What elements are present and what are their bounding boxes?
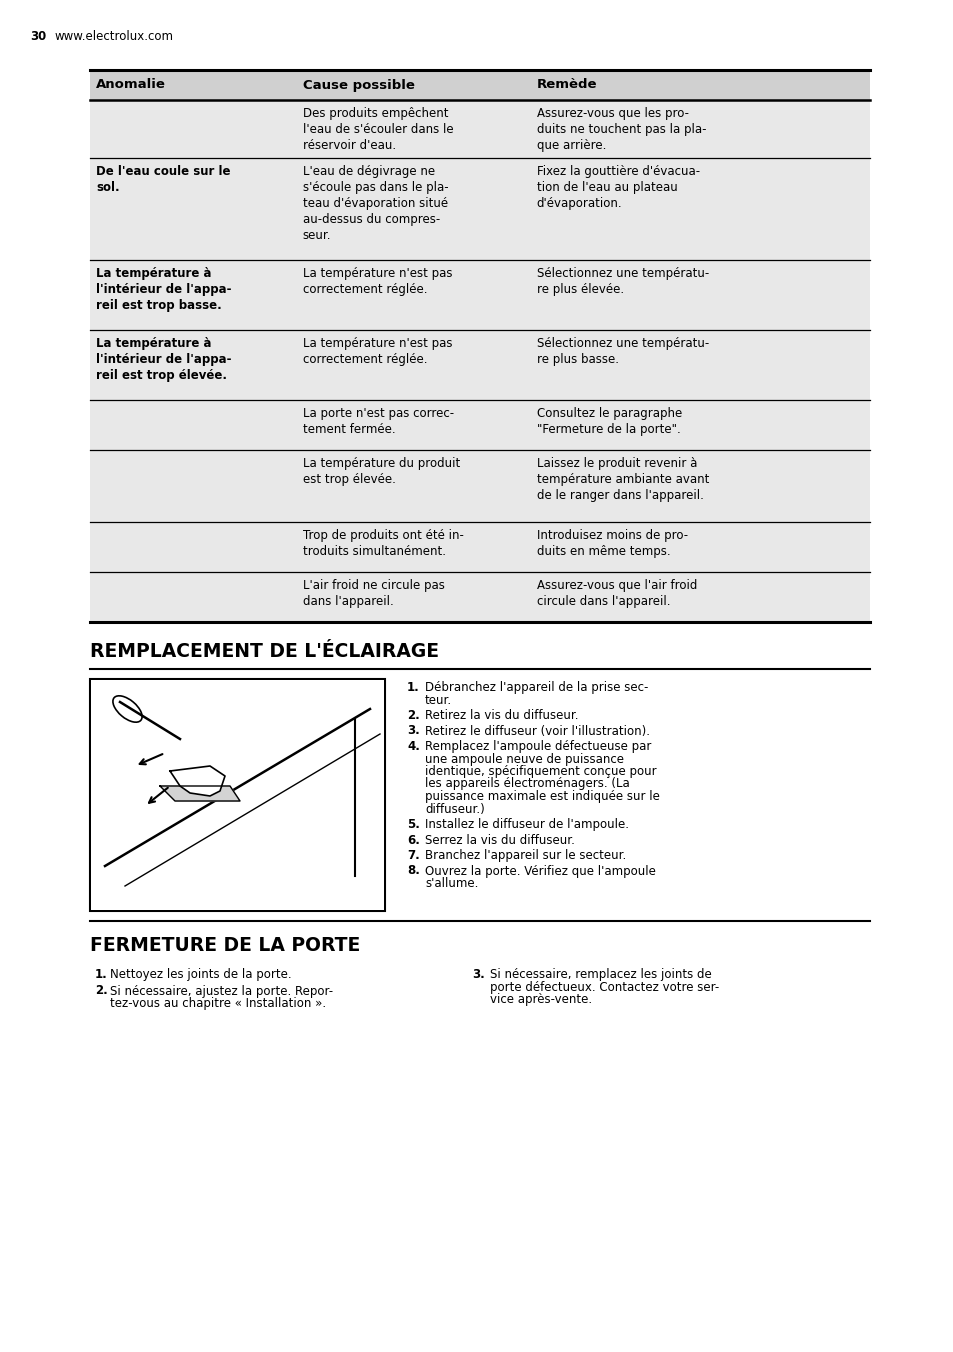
- Text: L'eau de dégivrage ne
s'écoule pas dans le pla-
teau d'évaporation situé
au-dess: L'eau de dégivrage ne s'écoule pas dans …: [302, 165, 448, 242]
- Bar: [90, 679, 385, 911]
- Text: 30: 30: [30, 30, 46, 43]
- Bar: [90, 522, 869, 572]
- Text: 2.: 2.: [407, 708, 419, 722]
- Text: porte défectueux. Contactez votre ser-: porte défectueux. Contactez votre ser-: [490, 980, 719, 994]
- Text: 4.: 4.: [407, 740, 419, 753]
- Text: 8.: 8.: [407, 864, 419, 877]
- Text: 7.: 7.: [407, 849, 419, 863]
- Text: Sélectionnez une températu-
re plus élevée.: Sélectionnez une températu- re plus élev…: [537, 266, 708, 296]
- Text: 3.: 3.: [407, 725, 419, 737]
- Text: Assurez-vous que les pro-
duits ne touchent pas la pla-
que arrière.: Assurez-vous que les pro- duits ne touch…: [537, 107, 705, 151]
- Text: Remplacez l'ampoule défectueuse par: Remplacez l'ampoule défectueuse par: [424, 740, 651, 753]
- Text: teur.: teur.: [424, 694, 452, 707]
- Text: Laissez le produit revenir à
température ambiante avant
de le ranger dans l'appa: Laissez le produit revenir à température…: [537, 457, 708, 502]
- Text: www.electrolux.com: www.electrolux.com: [55, 30, 173, 43]
- Text: 2.: 2.: [95, 984, 108, 998]
- Text: les appareils électroménagers. (La: les appareils électroménagers. (La: [424, 777, 629, 791]
- Text: tez-vous au chapitre « Installation ».: tez-vous au chapitre « Installation ».: [110, 996, 326, 1010]
- Text: Fixez la gouttière d'évacua-
tion de l'eau au plateau
d'évaporation.: Fixez la gouttière d'évacua- tion de l'e…: [537, 165, 700, 210]
- Text: Ouvrez la porte. Vérifiez que l'ampoule: Ouvrez la porte. Vérifiez que l'ampoule: [424, 864, 656, 877]
- Text: 1.: 1.: [95, 968, 108, 982]
- Ellipse shape: [112, 696, 142, 722]
- Text: s'allume.: s'allume.: [424, 877, 477, 890]
- Polygon shape: [160, 786, 240, 800]
- Text: Trop de produits ont été in-
troduits simultanément.: Trop de produits ont été in- troduits si…: [302, 529, 463, 558]
- Text: Nettoyez les joints de la porte.: Nettoyez les joints de la porte.: [110, 968, 292, 982]
- Text: REMPLACEMENT DE L'ÉCLAIRAGE: REMPLACEMENT DE L'ÉCLAIRAGE: [90, 642, 438, 661]
- Text: Cause possible: Cause possible: [302, 78, 415, 92]
- Text: La porte n'est pas correc-
tement fermée.: La porte n'est pas correc- tement fermée…: [302, 407, 454, 435]
- Text: Assurez-vous que l'air froid
circule dans l'appareil.: Assurez-vous que l'air froid circule dan…: [537, 579, 697, 608]
- Text: La température du produit
est trop élevée.: La température du produit est trop élevé…: [302, 457, 459, 485]
- Text: La température à
l'intérieur de l'appa-
reil est trop élevée.: La température à l'intérieur de l'appa- …: [96, 337, 232, 383]
- Text: Anomalie: Anomalie: [96, 78, 166, 92]
- Text: 5.: 5.: [407, 818, 419, 831]
- Text: une ampoule neuve de puissance: une ampoule neuve de puissance: [424, 753, 623, 765]
- Bar: [90, 158, 869, 260]
- Text: Introduisez moins de pro-
duits en même temps.: Introduisez moins de pro- duits en même …: [537, 529, 687, 558]
- Bar: [90, 450, 869, 522]
- Text: Si nécessaire, ajustez la porte. Repor-: Si nécessaire, ajustez la porte. Repor-: [110, 984, 333, 998]
- Text: La température n'est pas
correctement réglée.: La température n'est pas correctement ré…: [302, 337, 452, 366]
- Text: Serrez la vis du diffuseur.: Serrez la vis du diffuseur.: [424, 833, 575, 846]
- Bar: [90, 400, 869, 450]
- Text: Si nécessaire, remplacez les joints de: Si nécessaire, remplacez les joints de: [490, 968, 711, 982]
- Text: 1.: 1.: [407, 681, 419, 694]
- Text: 3.: 3.: [472, 968, 484, 982]
- Bar: [90, 70, 869, 100]
- Bar: [91, 680, 384, 910]
- Bar: [90, 572, 869, 622]
- Bar: [90, 100, 869, 158]
- Polygon shape: [170, 767, 225, 796]
- Text: De l'eau coule sur le
sol.: De l'eau coule sur le sol.: [96, 165, 231, 193]
- Text: La température à
l'intérieur de l'appa-
reil est trop basse.: La température à l'intérieur de l'appa- …: [96, 266, 232, 312]
- Text: Branchez l'appareil sur le secteur.: Branchez l'appareil sur le secteur.: [424, 849, 625, 863]
- Text: identique, spécifiquement conçue pour: identique, spécifiquement conçue pour: [424, 765, 656, 777]
- Text: FERMETURE DE LA PORTE: FERMETURE DE LA PORTE: [90, 936, 360, 955]
- Text: puissance maximale est indiquée sur le: puissance maximale est indiquée sur le: [424, 790, 659, 803]
- Text: diffuseur.): diffuseur.): [424, 803, 484, 815]
- Text: Sélectionnez une températu-
re plus basse.: Sélectionnez une températu- re plus bass…: [537, 337, 708, 366]
- Text: Remède: Remède: [537, 78, 597, 92]
- Text: La température n'est pas
correctement réglée.: La température n'est pas correctement ré…: [302, 266, 452, 296]
- Text: Retirez le diffuseur (voir l'illustration).: Retirez le diffuseur (voir l'illustratio…: [424, 725, 649, 737]
- Bar: [90, 330, 869, 400]
- Text: Des produits empêchent
l'eau de s'écouler dans le
réservoir d'eau.: Des produits empêchent l'eau de s'écoule…: [302, 107, 453, 151]
- Text: vice après-vente.: vice après-vente.: [490, 992, 592, 1006]
- Text: 6.: 6.: [407, 833, 419, 846]
- Text: Installez le diffuseur de l'ampoule.: Installez le diffuseur de l'ampoule.: [424, 818, 628, 831]
- Text: Consultez le paragraphe
"Fermeture de la porte".: Consultez le paragraphe "Fermeture de la…: [537, 407, 681, 435]
- Text: L'air froid ne circule pas
dans l'appareil.: L'air froid ne circule pas dans l'appare…: [302, 579, 444, 608]
- Text: Retirez la vis du diffuseur.: Retirez la vis du diffuseur.: [424, 708, 578, 722]
- Bar: [90, 260, 869, 330]
- Text: Débranchez l'appareil de la prise sec-: Débranchez l'appareil de la prise sec-: [424, 681, 648, 694]
